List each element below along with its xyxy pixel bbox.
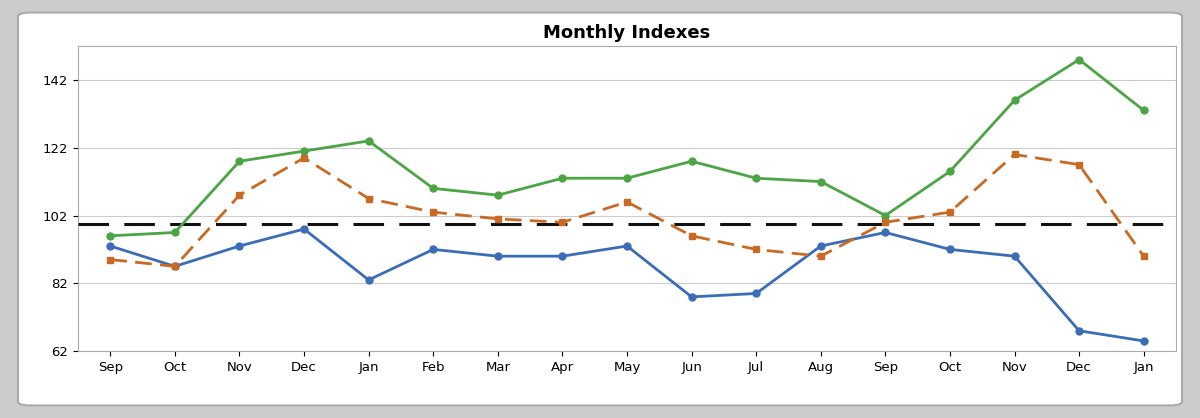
FancyBboxPatch shape: [18, 13, 1182, 405]
Title: Monthly Indexes: Monthly Indexes: [544, 24, 710, 42]
